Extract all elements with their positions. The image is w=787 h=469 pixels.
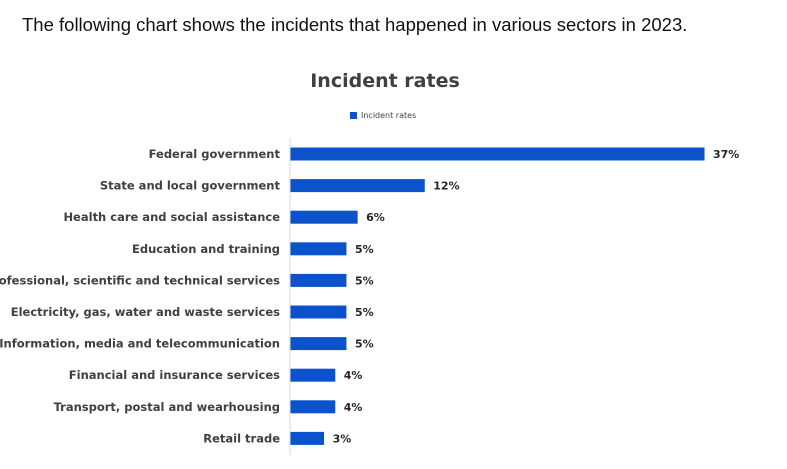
bar <box>290 147 705 161</box>
category-label: Retail trade <box>203 431 280 445</box>
value-label: 5% <box>355 243 374 256</box>
value-label: 5% <box>355 338 374 351</box>
legend-label: Incident rates <box>361 110 417 120</box>
chart-title: Incident rates <box>310 70 460 92</box>
category-label: Financial and insurance services <box>69 368 280 382</box>
category-label: Information, media and telecommunication <box>0 337 280 351</box>
bar <box>290 400 336 414</box>
category-label: Federal government <box>149 147 281 161</box>
category-label: Education and training <box>132 242 280 256</box>
category-label: Professional, scientific and technical s… <box>0 273 280 287</box>
value-label: 37% <box>713 148 739 161</box>
bar <box>290 242 347 256</box>
bar <box>290 305 347 319</box>
value-label: 3% <box>333 432 352 445</box>
category-label: Electricity, gas, water and waste servic… <box>11 305 280 319</box>
value-label: 6% <box>366 211 385 224</box>
value-label: 5% <box>355 306 374 319</box>
value-label: 4% <box>344 369 363 382</box>
value-label: 12% <box>433 180 459 193</box>
value-label: 4% <box>344 401 363 414</box>
legend-swatch <box>350 111 357 119</box>
category-label: State and local government <box>100 179 281 193</box>
bar <box>290 431 325 445</box>
bar <box>290 273 347 287</box>
category-label: Health care and social assistance <box>63 210 280 224</box>
chart-legend: Incident rates <box>350 108 416 122</box>
bar <box>290 368 336 382</box>
intro-text: The following chart shows the incidents … <box>22 14 688 35</box>
bar <box>290 337 347 351</box>
bar <box>290 210 358 224</box>
bar <box>290 179 425 193</box>
value-label: 5% <box>355 274 374 287</box>
category-label: Transport, postal and wearhousing <box>54 400 280 414</box>
